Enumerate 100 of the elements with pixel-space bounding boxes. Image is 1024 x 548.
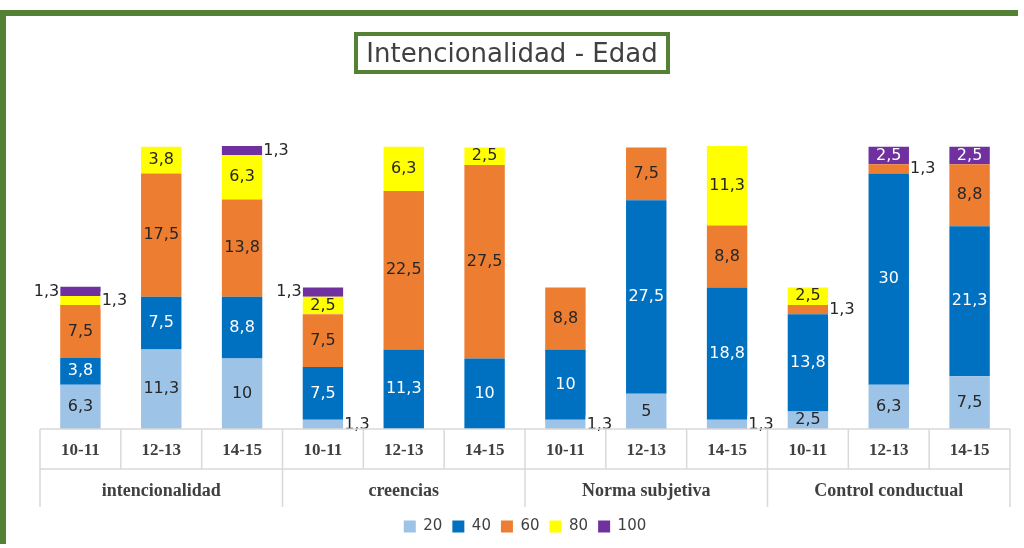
data-label: 7,5: [633, 162, 659, 182]
bar: [949, 164, 990, 227]
x-tick-label: 10-11: [546, 440, 585, 460]
data-label: 7,5: [148, 312, 174, 332]
data-label: 6,3: [391, 158, 417, 178]
bar: [221, 146, 263, 156]
x-tick-label: 12-13: [868, 440, 909, 460]
bar: [221, 296, 263, 359]
data-label: 6,3: [67, 395, 94, 415]
bar: [545, 349, 586, 420]
x-tick-label: 10-11: [788, 440, 828, 460]
data-label: 2,5: [310, 294, 336, 314]
data-label: 13,8: [790, 351, 826, 371]
x-tick-label: 14-15: [949, 440, 990, 460]
bar: [141, 349, 182, 429]
bar: [60, 305, 101, 358]
bar: [464, 358, 505, 429]
data-label: 2,5: [795, 409, 821, 429]
text: Norma subjetiva: [582, 479, 711, 500]
data-label: 1,3: [276, 281, 302, 301]
x-tick-label: 12-13: [383, 440, 424, 460]
data-label: 13,8: [224, 237, 260, 257]
data-label: 11,3: [709, 174, 745, 194]
bar: [141, 296, 182, 350]
bar: [302, 314, 344, 368]
bar: [302, 367, 344, 420]
bar: [302, 287, 344, 297]
data-label: 22,5: [385, 259, 422, 279]
bar: [706, 146, 748, 226]
x-tick-label: 12-13: [141, 440, 182, 460]
bar: [383, 146, 424, 192]
bar: [221, 199, 263, 297]
data-label: 11,3: [143, 378, 180, 398]
data-label: 11,3: [385, 378, 422, 398]
text: intencionalidad: [101, 479, 221, 500]
data-label: 7,5: [310, 382, 336, 402]
legend-label: 20: [423, 516, 443, 535]
bar: [949, 226, 990, 377]
x-tick-label: 14-15: [707, 440, 747, 460]
data-label: 7,5: [310, 329, 336, 349]
bar: [60, 286, 101, 296]
data-label: 10: [555, 373, 576, 393]
bar: [868, 173, 909, 385]
data-label: 1,3: [909, 158, 936, 178]
chart-title: Intencionalidad - Edad: [354, 32, 670, 74]
data-label: 1,3: [33, 280, 60, 300]
legend-label: 40: [471, 516, 491, 535]
data-label: 8,8: [552, 307, 579, 327]
bar: [626, 147, 667, 201]
data-label: 21,3: [951, 290, 988, 310]
bar: [545, 287, 586, 350]
bar: [221, 155, 263, 200]
data-label: 7,5: [956, 391, 983, 411]
data-label: 10: [231, 382, 253, 402]
data-label: 8,8: [714, 245, 740, 265]
bar: [868, 164, 909, 174]
bar: [787, 305, 829, 315]
data-label: 1,3: [748, 413, 774, 433]
data-label: 2,5: [471, 145, 498, 165]
bar: [706, 225, 748, 288]
data-label: 3,8: [67, 360, 94, 380]
data-label: 1,3: [586, 413, 613, 433]
bar: [949, 376, 990, 429]
bar: [626, 200, 667, 394]
data-label: 2,5: [795, 285, 821, 305]
x-tick-label: 14-15: [222, 440, 262, 460]
data-label: 6,3: [229, 166, 255, 186]
bar: [626, 393, 667, 429]
data-label: 17,5: [143, 224, 180, 244]
data-label: 1,3: [263, 139, 289, 159]
data-label: 2,5: [876, 144, 902, 164]
data-label: 7,5: [67, 320, 94, 340]
x-tick-label: 14-15: [464, 440, 505, 460]
data-label: 3,8: [148, 149, 174, 169]
x-tick-label: 10-11: [61, 440, 100, 460]
data-label: 8,8: [956, 184, 983, 204]
bar: [141, 173, 182, 297]
legend-label: 100: [617, 516, 647, 535]
data-label: 6,3: [876, 395, 902, 415]
bar: [464, 165, 505, 359]
legend-label: 80: [569, 516, 589, 535]
data-label: 8,8: [229, 316, 255, 336]
data-label: 18,8: [709, 342, 745, 362]
text: creencias: [368, 479, 440, 500]
bar: [787, 314, 829, 412]
data-label: 10: [474, 382, 495, 402]
bar: [60, 384, 101, 429]
text: Control conductual: [814, 479, 964, 500]
bar: [383, 349, 424, 429]
data-label: 27,5: [466, 250, 503, 270]
x-tick-label: 12-13: [626, 440, 667, 460]
data-label: 27,5: [628, 286, 665, 306]
data-label: 30: [878, 268, 899, 288]
data-label: 2,5: [956, 144, 983, 164]
bar: [60, 295, 101, 306]
legend-label: 60: [520, 516, 540, 535]
data-label: 1,3: [101, 289, 128, 309]
x-tick-label: 10-11: [303, 440, 343, 460]
bar: [706, 287, 748, 420]
data-label: 1,3: [344, 413, 370, 433]
